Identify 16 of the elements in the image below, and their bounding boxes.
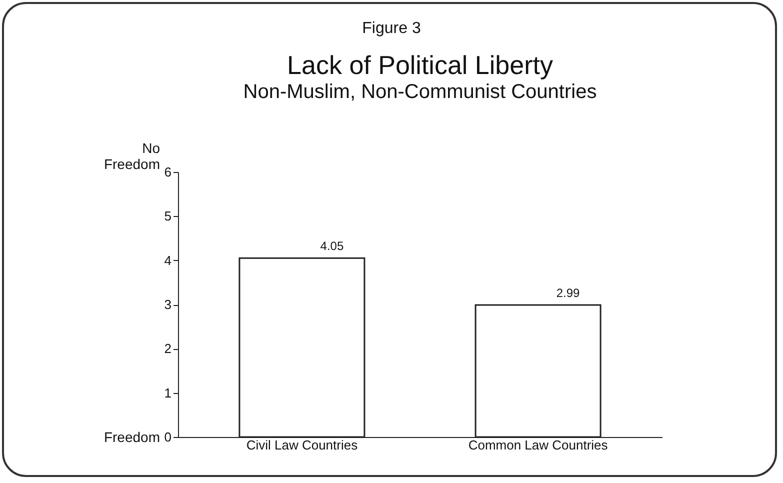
data-label: 4.05 <box>320 239 344 254</box>
chart-title: Lack of Political Liberty <box>287 50 553 80</box>
y-tick-label: 5 <box>164 208 172 224</box>
y-tick-label: 6 <box>164 164 172 180</box>
text: No Freedom <box>102 140 160 172</box>
x-tick-label: Civil Law Countries <box>246 438 358 452</box>
y-tick-label: 0 <box>164 430 172 444</box>
y-tick-label: 1 <box>164 385 172 400</box>
y-tick-label: 2 <box>164 341 172 356</box>
data-label: 2.99 <box>556 286 580 300</box>
caption: Figure 3 <box>361 20 422 38</box>
text: Freedom <box>102 429 160 445</box>
chart-subtitle: Non-Muslim, Non-Communist Countries <box>243 81 597 103</box>
x-tick-label: Common Law Countries <box>468 438 608 452</box>
y-tick-label: 4 <box>164 252 172 268</box>
y-tick-label: 3 <box>164 297 172 312</box>
